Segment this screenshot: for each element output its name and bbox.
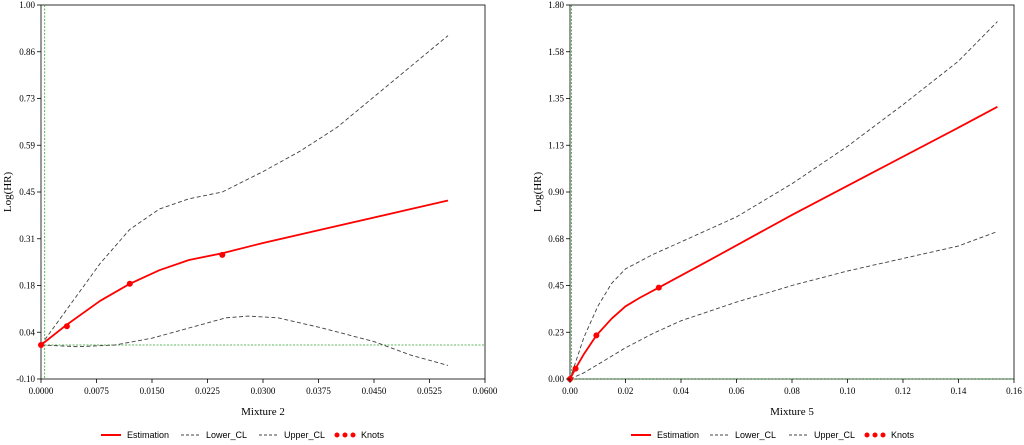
knots-layer <box>567 284 662 382</box>
x-tick-label: 0.14 <box>951 386 967 396</box>
plot-area-frame <box>40 4 486 380</box>
y-axis-title: Log(HR) <box>532 172 544 213</box>
series-layer <box>569 21 998 380</box>
knot-point <box>655 284 662 291</box>
y-tick-label: 0.23 <box>548 327 564 337</box>
knot-point <box>593 332 600 339</box>
legend-mixture-2: Estimation Lower_CL Upper_CL Knots <box>101 430 385 440</box>
x-tick-label: 0.0450 <box>362 386 387 396</box>
knot-point <box>572 365 579 372</box>
plot-area-frame <box>569 4 1015 380</box>
legend-knots-label: Knots <box>891 430 915 440</box>
legend-upper-label: Upper_CL <box>284 430 325 440</box>
y-tick-label: 0.68 <box>548 234 564 244</box>
y-tick-label: -0.10 <box>16 374 35 384</box>
y-tick-label: 1.58 <box>548 47 564 57</box>
y-tick-label: 1.80 <box>548 0 564 10</box>
y-tick-label: 1.00 <box>19 0 35 10</box>
x-tick-label: 0.12 <box>895 386 911 396</box>
y-tick-label: 1.13 <box>548 140 564 150</box>
series-line-lower-cl <box>40 315 449 366</box>
knot-point <box>63 323 70 330</box>
y-tick-label: 1.35 <box>548 94 564 104</box>
series-line-upper-cl <box>569 21 998 380</box>
series-layer <box>40 35 449 366</box>
x-tick-label: 0.0600 <box>473 386 498 396</box>
legend-upper-label: Upper_CL <box>814 430 855 440</box>
legend-knot-dot <box>334 432 340 438</box>
legend-estimation-label: Estimation <box>657 430 699 440</box>
series-line-estimation <box>569 106 998 380</box>
reference-lines <box>570 5 1014 380</box>
legend-lower-label: Lower_CL <box>206 430 247 440</box>
y-tick-label: 0.45 <box>19 187 35 197</box>
y-axis-title: Log(HR) <box>2 172 14 213</box>
y-tick-label: 0.73 <box>19 94 35 104</box>
knot-point <box>126 280 133 287</box>
legend-knots-label: Knots <box>361 430 385 440</box>
chart-mixture-5: 0.00 0.02 0.04 0.06 0.08 0.10 0.12 0.14 0.16 0.0… <box>532 0 1022 418</box>
y-axis-ticks: -0.10 0.04 0.18 0.31 0.45 0.59 0.73 0.86 1.00 <box>16 0 41 384</box>
y-tick-label: 0.18 <box>19 281 35 291</box>
y-tick-label: 0.59 <box>19 140 35 150</box>
legend-knot-dot <box>864 432 870 438</box>
x-axis-title: Mixture 5 <box>770 406 814 418</box>
y-tick-label: 0.00 <box>548 374 564 384</box>
x-tick-label: 0.04 <box>673 386 689 396</box>
x-tick-label: 0.0375 <box>306 386 331 396</box>
y-axis-ticks: 0.00 0.23 0.45 0.68 0.90 1.13 1.35 1.58 1.80 <box>548 0 570 384</box>
legend-lower-label: Lower_CL <box>735 430 776 440</box>
x-tick-label: 0.16 <box>1006 386 1022 396</box>
series-line-estimation <box>40 199 449 346</box>
y-tick-label: 0.31 <box>19 234 35 244</box>
legend-knot-dot <box>872 432 878 438</box>
x-axis-ticks: 0.0000 0.0075 0.0150 0.0225 0.0300 0.0375 0.04… <box>29 379 498 396</box>
legend-mixture-5: Estimation Lower_CL Upper_CL Knots <box>631 430 915 440</box>
y-tick-label: 0.04 <box>19 327 35 337</box>
y-tick-label: 0.90 <box>548 187 564 197</box>
y-tick-label: 0.45 <box>548 281 564 291</box>
legend-knot-dot <box>342 432 348 438</box>
legend-knot-dot <box>880 432 886 438</box>
x-tick-label: 0.0075 <box>84 386 109 396</box>
knots-layer <box>38 251 226 348</box>
x-tick-label: 0.08 <box>784 386 800 396</box>
x-tick-label: 0.00 <box>562 386 578 396</box>
x-tick-label: 0.0525 <box>417 386 442 396</box>
reference-lines <box>41 5 485 379</box>
knot-point <box>219 251 226 258</box>
legend-estimation-label: Estimation <box>127 430 169 440</box>
series-line-lower-cl <box>569 231 998 380</box>
x-tick-label: 0.06 <box>729 386 745 396</box>
x-tick-label: 0.10 <box>840 386 856 396</box>
x-axis-title: Mixture 2 <box>241 406 285 418</box>
x-axis-ticks: 0.00 0.02 0.04 0.06 0.08 0.10 0.12 0.14 0.16 <box>562 379 1022 396</box>
x-tick-label: 0.0225 <box>195 386 220 396</box>
x-tick-label: 0.0300 <box>251 386 276 396</box>
legend-knot-dot <box>350 432 356 438</box>
series-line-upper-cl <box>40 35 449 346</box>
knot-point <box>38 342 44 348</box>
y-tick-label: 0.86 <box>19 47 35 57</box>
x-tick-label: 0.0000 <box>29 386 54 396</box>
x-tick-label: 0.02 <box>618 386 634 396</box>
x-tick-label: 0.0150 <box>140 386 165 396</box>
chart-mixture-2: 0.0000 0.0075 0.0150 0.0225 0.0300 0.0375 0.04… <box>2 0 498 418</box>
